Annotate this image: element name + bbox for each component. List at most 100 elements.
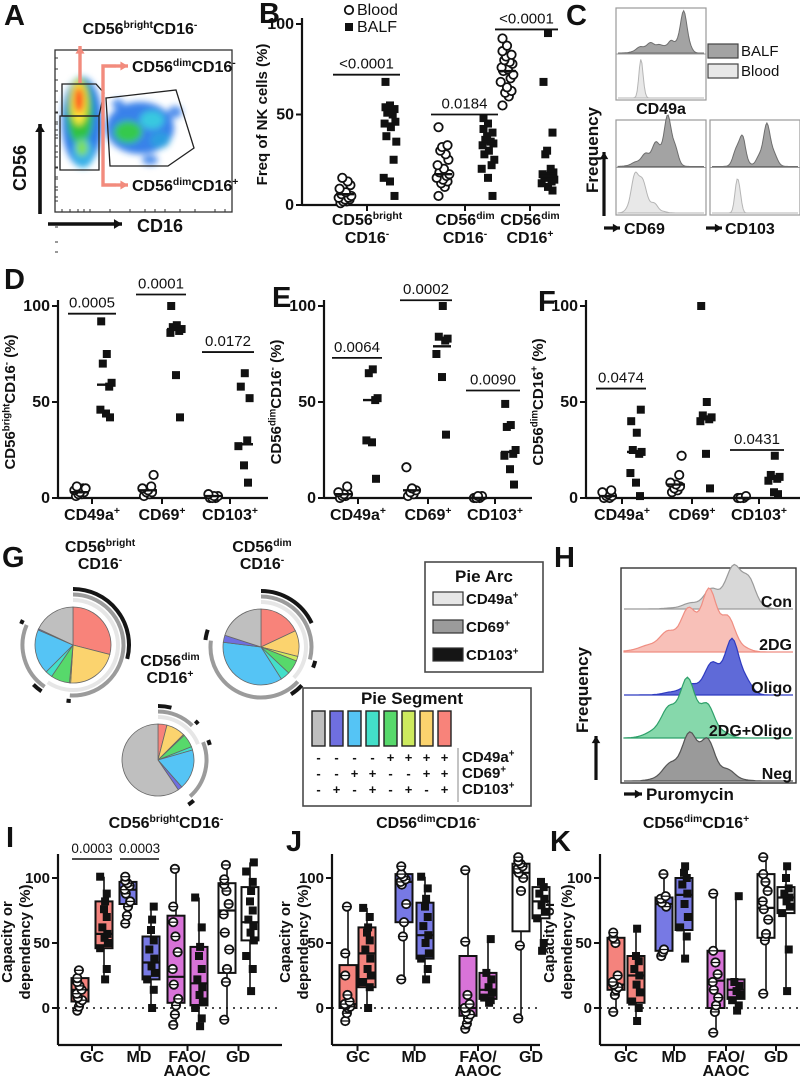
svg-text:+: + bbox=[423, 766, 431, 781]
svg-text:<0.0001: <0.0001 bbox=[499, 10, 554, 27]
pie-2 bbox=[203, 589, 318, 700]
svg-text:0: 0 bbox=[42, 1000, 50, 1017]
svg-text:Frequency: Frequency bbox=[573, 646, 592, 733]
svg-text:+: + bbox=[405, 782, 413, 797]
arc-cd103 bbox=[19, 619, 25, 625]
cd56dim-cd16neg-scatter: 0 50 100 CD56dimCD16- (%) CD49a+ CD69+ CD103+ 0… bbox=[267, 281, 532, 524]
flow-axes bbox=[35, 124, 122, 229]
box-balf bbox=[240, 858, 260, 996]
panel-label-f: F bbox=[538, 286, 556, 318]
svg-text:-: - bbox=[334, 766, 338, 781]
blood-curve bbox=[712, 178, 798, 214]
box-balf bbox=[478, 935, 498, 1007]
balf-curve bbox=[617, 114, 704, 167]
pie-arc-legend bbox=[424, 561, 544, 673]
svg-text:CD56dimCD16+: CD56dimCD16+ bbox=[132, 177, 238, 195]
box-balf bbox=[531, 877, 551, 955]
svg-text:GD: GD bbox=[519, 1049, 543, 1066]
svg-text:CD49a+: CD49a+ bbox=[594, 506, 650, 524]
svg-text:100: 100 bbox=[567, 870, 592, 887]
arc-cd103 bbox=[289, 683, 304, 696]
svg-text:AAOC: AAOC bbox=[454, 1063, 502, 1076]
density-blobs bbox=[62, 77, 182, 168]
panel-label-e: E bbox=[272, 282, 292, 314]
puromycin-ridgeline: Con 2DG Oligo 2DG+Oligo Neg Frequency Puromyci… bbox=[573, 563, 797, 804]
svg-text:50: 50 bbox=[276, 107, 294, 124]
box-blood bbox=[394, 861, 414, 985]
svg-text:CD49a+: CD49a+ bbox=[64, 506, 120, 524]
svg-text:50: 50 bbox=[560, 394, 578, 411]
panel-b: B 0 50 100 Freq of NK cells (%) Blood BALF CD5… bbox=[253, 0, 560, 258]
svg-text:0: 0 bbox=[316, 1000, 324, 1017]
box-balf bbox=[94, 872, 114, 984]
svg-text:0.0003: 0.0003 bbox=[71, 841, 112, 856]
svg-text:dependency (%): dependency (%) bbox=[559, 884, 576, 999]
svg-text:0.0184: 0.0184 bbox=[442, 96, 488, 113]
svg-text:CD56dim: CD56dim bbox=[140, 652, 199, 670]
svg-text:CD69+: CD69+ bbox=[405, 506, 452, 524]
svg-text:-: - bbox=[388, 782, 392, 797]
panel-k: K CD56dimCD16+ 0 50 100 Capacity or dependenc… bbox=[538, 812, 800, 1076]
arc-cd49a bbox=[157, 715, 200, 745]
svg-text:Con: Con bbox=[761, 594, 792, 611]
box-balf bbox=[674, 862, 694, 963]
panel-c: C CD49a BALF Blood Frequency CD69 CD103 bbox=[558, 0, 800, 258]
svg-text:CD56brightCD16-: CD56brightCD16- bbox=[109, 814, 224, 832]
svg-text:-: - bbox=[316, 750, 320, 765]
box-balf bbox=[415, 872, 435, 984]
svg-text:CD56dim: CD56dim bbox=[232, 538, 291, 556]
svg-text:CD16: CD16 bbox=[137, 216, 183, 236]
panel-i: I CD56brightCD16- 0 50 100 Capacity or depend… bbox=[0, 812, 282, 1076]
svg-text:CD69+: CD69+ bbox=[669, 506, 716, 524]
svg-text:-: - bbox=[370, 750, 374, 765]
svg-text:Capacity or: Capacity or bbox=[541, 901, 558, 983]
svg-text:100: 100 bbox=[25, 870, 50, 887]
svg-text:50: 50 bbox=[307, 935, 324, 952]
svg-text:FAO/: FAO/ bbox=[459, 1049, 497, 1066]
arc-cd69 bbox=[208, 640, 300, 700]
svg-text:CD69+: CD69+ bbox=[139, 506, 186, 524]
panel-label-g: G bbox=[2, 542, 25, 574]
data-points bbox=[597, 302, 784, 504]
box-blood bbox=[706, 888, 726, 1038]
arc-cd69 bbox=[20, 624, 46, 689]
svg-text:GC: GC bbox=[346, 1049, 370, 1066]
panel-label-d: D bbox=[4, 264, 25, 296]
arc-cd103 bbox=[206, 739, 212, 746]
svg-text:-: - bbox=[352, 750, 356, 765]
svg-text:+: + bbox=[351, 766, 359, 781]
svg-text:MD: MD bbox=[662, 1049, 687, 1066]
svg-text:CD49a+: CD49a+ bbox=[330, 506, 386, 524]
svg-text:0: 0 bbox=[41, 490, 50, 507]
arc-cd49a bbox=[46, 598, 120, 692]
svg-text:GC: GC bbox=[80, 1049, 104, 1066]
hist-Oligo bbox=[624, 637, 793, 696]
svg-text:100: 100 bbox=[289, 298, 316, 315]
svg-text:0: 0 bbox=[307, 490, 316, 507]
legend bbox=[707, 43, 739, 79]
panel-label-j: J bbox=[286, 826, 303, 858]
svg-text:dependency (%): dependency (%) bbox=[295, 884, 312, 999]
box-blood bbox=[756, 852, 776, 999]
svg-text:MD: MD bbox=[402, 1049, 427, 1066]
svg-text:-: - bbox=[388, 766, 392, 781]
box-balf bbox=[189, 893, 209, 1031]
arc-cd103 bbox=[203, 629, 210, 641]
svg-text:Puromycin: Puromycin bbox=[646, 785, 734, 804]
panel-g: G CD56bright CD16- CD56dim CD16- CD56dim CD16… bbox=[0, 538, 548, 812]
svg-text:CD16-: CD16- bbox=[78, 555, 123, 573]
svg-text:CD103+: CD103+ bbox=[467, 506, 523, 524]
data-points bbox=[333, 29, 559, 209]
arc-cd103 bbox=[31, 683, 43, 693]
svg-text:AAOC: AAOC bbox=[702, 1063, 750, 1076]
svg-text:50: 50 bbox=[298, 394, 316, 411]
svg-text:AAOC: AAOC bbox=[163, 1063, 211, 1076]
svg-text:0.0003: 0.0003 bbox=[119, 841, 160, 856]
blood-curve bbox=[618, 59, 704, 99]
cd56bright-boxplot: CD56brightCD16- 0 50 100 Capacity or dependen… bbox=[0, 814, 282, 1076]
arc-cd103 bbox=[187, 798, 196, 807]
box-blood bbox=[654, 868, 674, 962]
svg-text:Blood: Blood bbox=[357, 2, 398, 19]
marker-histograms: CD49a BALF Blood Frequency CD69 CD103 bbox=[583, 7, 800, 238]
box-balf bbox=[357, 903, 377, 1012]
